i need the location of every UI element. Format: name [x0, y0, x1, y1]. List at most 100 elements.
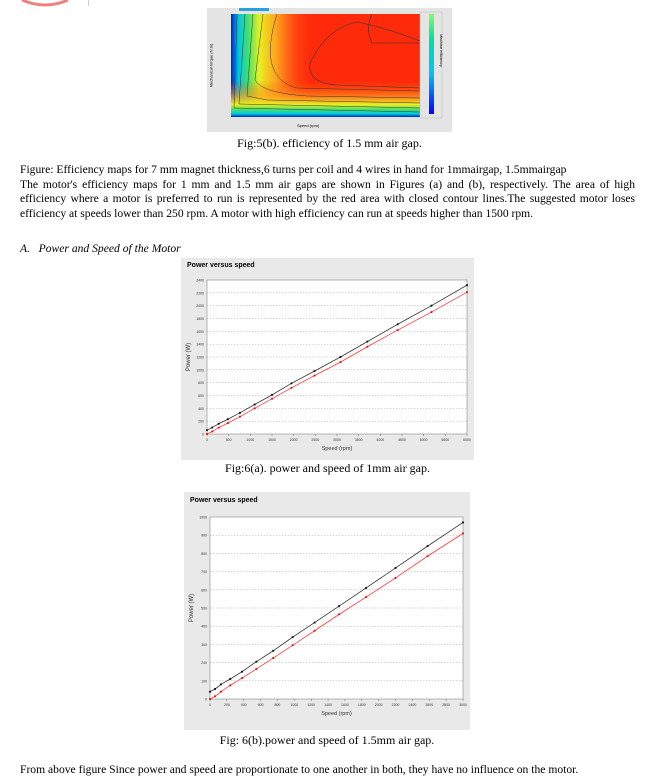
- logo-fragment: [21, 0, 69, 7]
- x-tick-label: 500: [226, 438, 232, 442]
- data-point: [313, 374, 316, 377]
- y-tick-label: 600: [201, 588, 207, 592]
- y-tick-label: 400: [198, 407, 204, 411]
- x-tick-label: 2200: [392, 703, 400, 707]
- colorbar-label: Machine efficiency: [438, 34, 444, 67]
- y-tick-label: 1200: [196, 356, 204, 360]
- data-point: [214, 688, 216, 690]
- x-tick-label: 2500: [311, 438, 319, 442]
- y-tick-label: 900: [201, 534, 207, 538]
- efficiency-map-figure: Speed (rpm) Mechanical torque (N.m) Mach…: [207, 8, 452, 132]
- x-tick-label: 1200: [307, 703, 315, 707]
- chart-2: 0 100 200 300 400 500 600 700 800 900 1000 0 200 400 6…: [189, 516, 467, 718]
- data-point: [211, 430, 214, 433]
- x-tick-label: 1400: [324, 703, 332, 707]
- y-tick-label: 300: [201, 643, 207, 647]
- data-point: [338, 613, 340, 616]
- x-tick-label: 0: [209, 703, 211, 707]
- series-line-1: [206, 284, 468, 431]
- data-point: [338, 605, 340, 608]
- x-tick-label: 5000: [420, 438, 428, 442]
- fig6b-caption: Fig: 6(b).power and speed of 1.5mm air g…: [219, 733, 435, 747]
- divider: [88, 0, 89, 6]
- data-point: [220, 690, 222, 693]
- y-tick-label: 400: [201, 625, 207, 629]
- data-point: [291, 636, 294, 639]
- series-line-2: [206, 291, 468, 435]
- data-point: [462, 521, 464, 524]
- data-point: [339, 356, 342, 358]
- data-point: [206, 429, 208, 432]
- data-point: [365, 587, 367, 589]
- y-tick-label: 2400: [196, 279, 204, 283]
- data-point: [217, 422, 220, 425]
- data-point: [229, 684, 232, 687]
- data-point: [214, 695, 216, 698]
- x-tick-label: 1600: [341, 703, 349, 707]
- figure-note: Figure: Efficiency maps for 7 mm magnet …: [20, 163, 635, 220]
- y-tick-label: 2200: [196, 291, 204, 295]
- y-tick-label: 0: [205, 698, 207, 702]
- data-point: [241, 670, 243, 673]
- x-tick-label: 2000: [375, 703, 383, 707]
- y-tick-label: 100: [201, 679, 207, 683]
- data-point: [226, 422, 229, 424]
- y-tick-label: 200: [198, 420, 204, 424]
- data-point: [339, 361, 342, 364]
- x-tick-label: 4000: [376, 438, 384, 442]
- conclusion-text: From above figure Since power and speed …: [20, 763, 579, 776]
- data-point: [313, 621, 316, 624]
- data-point: [272, 649, 275, 652]
- heatmap-ylabel: Mechanical torque (N.m): [208, 43, 214, 88]
- y-axis-label: Power (W): [186, 343, 192, 371]
- y-tick-label: 600: [198, 394, 204, 398]
- y-tick-label: 500: [201, 607, 207, 611]
- data-point: [239, 411, 241, 414]
- series-line-2: [209, 533, 464, 700]
- x-tick-label: 2000: [290, 438, 298, 442]
- series-line-1: [209, 522, 464, 693]
- chart-1-panel: Power versus speed 0 200 400 600 800 1000 1200…: [181, 258, 474, 460]
- data-point: [466, 284, 468, 287]
- x-tick-label: 2800: [442, 703, 450, 707]
- y-tick-label: 700: [201, 570, 207, 574]
- data-point: [209, 698, 211, 700]
- data-point: [430, 311, 433, 313]
- y-tick-label: 1400: [196, 343, 204, 347]
- data-point: [229, 678, 232, 680]
- data-point: [209, 690, 211, 693]
- x-tick-label: 3000: [459, 703, 467, 707]
- data-point: [466, 291, 468, 294]
- data-point: [217, 426, 220, 429]
- x-tick-label: 1000: [290, 703, 298, 707]
- data-point: [255, 660, 258, 663]
- y-tick-label: 200: [201, 661, 207, 665]
- y-tick-label: 800: [201, 552, 207, 556]
- x-axis-label: Speed (rpm): [321, 711, 352, 717]
- data-point: [394, 577, 397, 579]
- body-paragraph: The motor's efficiency maps for 1 mm and…: [20, 177, 635, 220]
- fig5b-caption: Fig:5(b). efficiency of 1.5 mm air gap.: [237, 136, 422, 150]
- data-point: [211, 426, 214, 429]
- data-point: [462, 532, 464, 535]
- data-point: [313, 370, 316, 373]
- y-tick-label: 1000: [196, 368, 204, 372]
- x-tick-label: 1800: [358, 703, 366, 707]
- y-tick-label: 2000: [196, 304, 204, 308]
- data-point: [365, 596, 367, 598]
- data-point: [255, 668, 258, 670]
- data-point: [226, 418, 229, 421]
- x-axis-label: Speed (rpm): [322, 446, 353, 452]
- y-tick-label: 1000: [199, 516, 207, 520]
- x-tick-label: 1000: [246, 438, 254, 442]
- data-point: [290, 382, 293, 385]
- chart-1: 0 200 400 600 800 1000 1200 1400 1600 1800 2000 220…: [186, 279, 471, 453]
- data-point: [253, 407, 256, 410]
- x-tick-label: 4500: [398, 438, 406, 442]
- y-tick-label: 1600: [196, 330, 204, 334]
- x-tick-label: 1500: [268, 438, 276, 442]
- data-point: [241, 677, 243, 679]
- data-point: [396, 323, 399, 326]
- x-tick-label: 5500: [441, 438, 449, 442]
- heatmap-xlabel: Speed (rpm): [297, 123, 320, 128]
